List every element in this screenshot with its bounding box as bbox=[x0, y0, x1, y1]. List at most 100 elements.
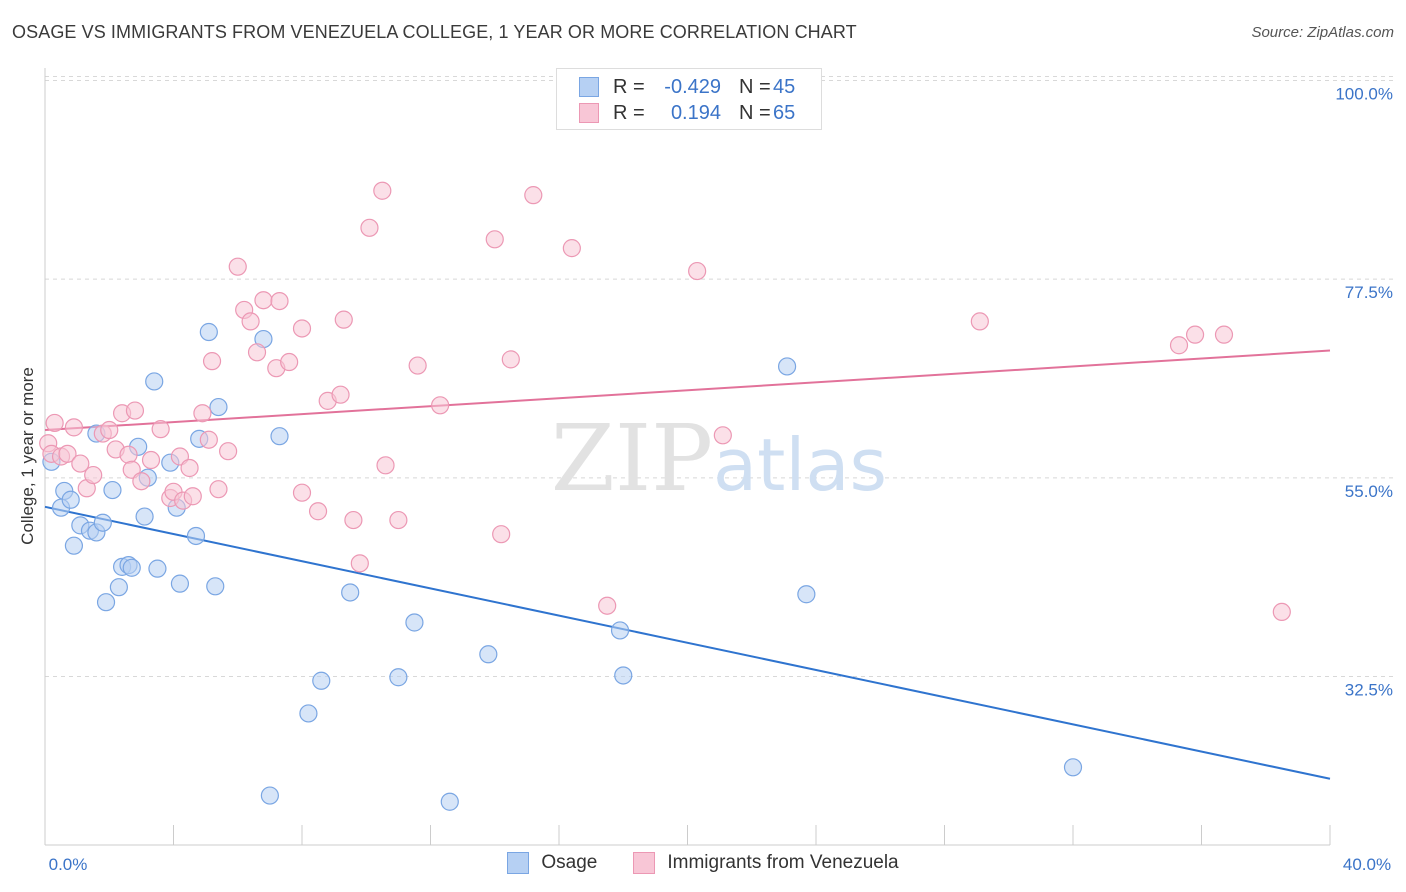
point-venezuela bbox=[376, 456, 395, 475]
point-venezuela bbox=[308, 502, 328, 521]
scatter-points bbox=[39, 181, 1291, 811]
point-venezuela bbox=[485, 230, 504, 249]
osage-swatch bbox=[579, 77, 599, 97]
point-venezuela bbox=[373, 181, 392, 200]
point-osage bbox=[64, 536, 84, 555]
point-venezuela bbox=[1272, 602, 1291, 622]
point-osage bbox=[145, 372, 164, 391]
point-venezuela bbox=[331, 385, 350, 404]
legend-label-venezuela: Immigrants from Venezuela bbox=[667, 852, 899, 873]
n-label: N = bbox=[739, 101, 771, 124]
point-venezuela bbox=[270, 292, 289, 311]
stats-legend: R = -0.429 N = 45 R = 0.194 N = 65 bbox=[556, 68, 822, 130]
watermark-zip: ZIP bbox=[551, 405, 713, 512]
point-venezuela bbox=[713, 426, 732, 445]
venezuela-swatch bbox=[579, 103, 599, 123]
point-osage bbox=[389, 668, 408, 687]
point-osage bbox=[797, 585, 816, 604]
y-tick-label: 32.5% bbox=[1345, 680, 1393, 699]
grid-lines bbox=[45, 75, 1395, 677]
point-osage bbox=[148, 559, 167, 578]
point-osage bbox=[341, 583, 360, 602]
n-value: 65 bbox=[773, 101, 796, 124]
chart-title: OSAGE VS IMMIGRANTS FROM VENEZUELA COLLE… bbox=[12, 22, 857, 42]
point-osage bbox=[270, 427, 289, 446]
point-venezuela bbox=[202, 352, 222, 371]
point-venezuela bbox=[292, 483, 312, 502]
point-osage bbox=[260, 786, 279, 805]
r-label: R = bbox=[613, 101, 645, 124]
series-legend: Osage Immigrants from Venezuela bbox=[0, 852, 1406, 874]
n-label: N = bbox=[739, 75, 771, 98]
x-tick-label: 40.0% bbox=[1343, 855, 1391, 874]
stats-legend-row-osage: R = -0.429 N = 45 bbox=[579, 74, 795, 100]
axes bbox=[44, 68, 1331, 846]
point-venezuela bbox=[389, 510, 408, 530]
point-venezuela bbox=[524, 186, 543, 205]
point-venezuela bbox=[1169, 336, 1189, 355]
point-venezuela bbox=[562, 239, 581, 258]
point-venezuela bbox=[183, 487, 202, 506]
point-venezuela bbox=[219, 442, 238, 461]
point-venezuela bbox=[598, 596, 617, 615]
point-osage bbox=[614, 666, 633, 685]
r-value: -0.429 bbox=[664, 75, 721, 98]
r-label: R = bbox=[613, 75, 645, 98]
point-osage bbox=[135, 507, 154, 526]
point-osage bbox=[777, 357, 797, 376]
point-venezuela bbox=[151, 420, 170, 439]
point-venezuela bbox=[280, 352, 299, 372]
point-venezuela bbox=[132, 472, 151, 491]
point-venezuela bbox=[344, 510, 363, 530]
point-osage bbox=[1063, 758, 1083, 777]
point-venezuela bbox=[64, 418, 84, 437]
point-osage bbox=[170, 574, 190, 593]
point-venezuela bbox=[350, 554, 369, 573]
point-osage bbox=[312, 671, 331, 690]
point-venezuela bbox=[1185, 325, 1205, 344]
point-venezuela bbox=[100, 420, 119, 440]
point-osage bbox=[61, 490, 80, 509]
point-venezuela bbox=[228, 257, 247, 276]
venezuela-legend-swatch bbox=[633, 852, 656, 874]
point-venezuela bbox=[58, 444, 77, 463]
point-venezuela bbox=[501, 350, 520, 369]
point-venezuela bbox=[360, 218, 379, 237]
point-venezuela bbox=[125, 401, 145, 420]
n-value: 45 bbox=[773, 75, 796, 98]
point-venezuela bbox=[180, 458, 199, 478]
point-venezuela bbox=[247, 343, 267, 362]
point-osage bbox=[610, 621, 630, 640]
y-axis-label: College, 1 year or more bbox=[18, 367, 37, 545]
trend-lines bbox=[44, 349, 1331, 780]
point-venezuela bbox=[119, 445, 138, 464]
y-tick-label: 100.0% bbox=[1335, 84, 1393, 103]
legend-item-venezuela[interactable]: Immigrants from Venezuela bbox=[633, 852, 899, 874]
point-osage bbox=[440, 792, 459, 811]
legend-label-osage: Osage bbox=[541, 852, 598, 873]
point-osage bbox=[109, 578, 128, 597]
r-value: 0.194 bbox=[670, 101, 721, 124]
watermark: ZIP atlas bbox=[551, 405, 887, 512]
point-venezuela bbox=[1214, 325, 1234, 344]
point-venezuela bbox=[492, 525, 511, 544]
point-venezuela bbox=[254, 291, 273, 310]
point-venezuela bbox=[71, 454, 90, 473]
point-venezuela bbox=[45, 413, 64, 433]
point-venezuela bbox=[408, 356, 427, 375]
point-osage bbox=[199, 322, 218, 342]
point-osage bbox=[96, 593, 116, 612]
point-osage bbox=[479, 645, 498, 664]
point-venezuela bbox=[209, 480, 228, 499]
point-venezuela bbox=[199, 430, 218, 449]
point-venezuela bbox=[688, 261, 707, 281]
point-venezuela bbox=[241, 312, 260, 331]
legend-item-osage[interactable]: Osage bbox=[507, 852, 597, 874]
point-venezuela bbox=[292, 319, 312, 338]
source-label: Source: ZipAtlas.com bbox=[1251, 24, 1394, 41]
point-osage bbox=[405, 613, 424, 632]
y-tick-label: 55.0% bbox=[1345, 482, 1393, 501]
osage-legend-swatch bbox=[507, 852, 530, 874]
y-tick-label: 77.5% bbox=[1345, 283, 1393, 302]
